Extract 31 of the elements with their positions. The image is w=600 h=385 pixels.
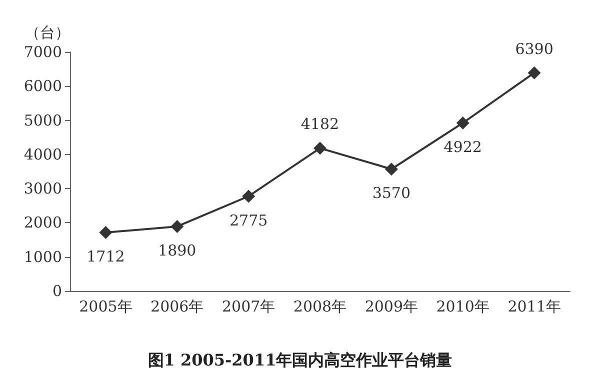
data-label: 4182 [300,115,340,134]
y-tick-label: 0 [52,282,62,300]
x-tick-label: 2005年 [79,298,132,316]
data-label: 2775 [229,211,268,230]
data-label: 1712 [86,248,125,266]
y-tick-label: 3000 [24,180,62,198]
point [99,226,112,240]
point [528,66,541,80]
y-tick-label: 7000 [24,43,62,61]
x-tick-label: 2010年 [436,298,490,316]
point [170,220,184,233]
y-axis-title: （台） [25,24,70,42]
y-tick-label: 5000 [24,111,62,130]
y-tick-label: 4000 [24,145,62,164]
y-tick-label: 6000 [24,77,62,96]
data-label: 1890 [158,241,196,260]
point [314,142,326,155]
point [242,190,256,203]
text: 图1 2005-2011年国内高空作业平台销量 [148,350,452,370]
x-tick-label: 2007年 [222,298,276,316]
point [456,116,470,130]
data-label: 3570 [372,184,411,202]
x-tick-label: 2009年 [364,298,418,316]
x-tick-label: 2008年 [293,298,347,316]
x-tick-label: 2006年 [150,298,204,316]
data-label: 4922 [444,138,482,156]
y-tick-label: 2000 [24,214,62,232]
data-label: 6390 [515,40,554,58]
point [384,162,398,176]
x-tick-label: 2011年 [508,298,561,316]
y-tick-label: 1000 [24,248,62,266]
